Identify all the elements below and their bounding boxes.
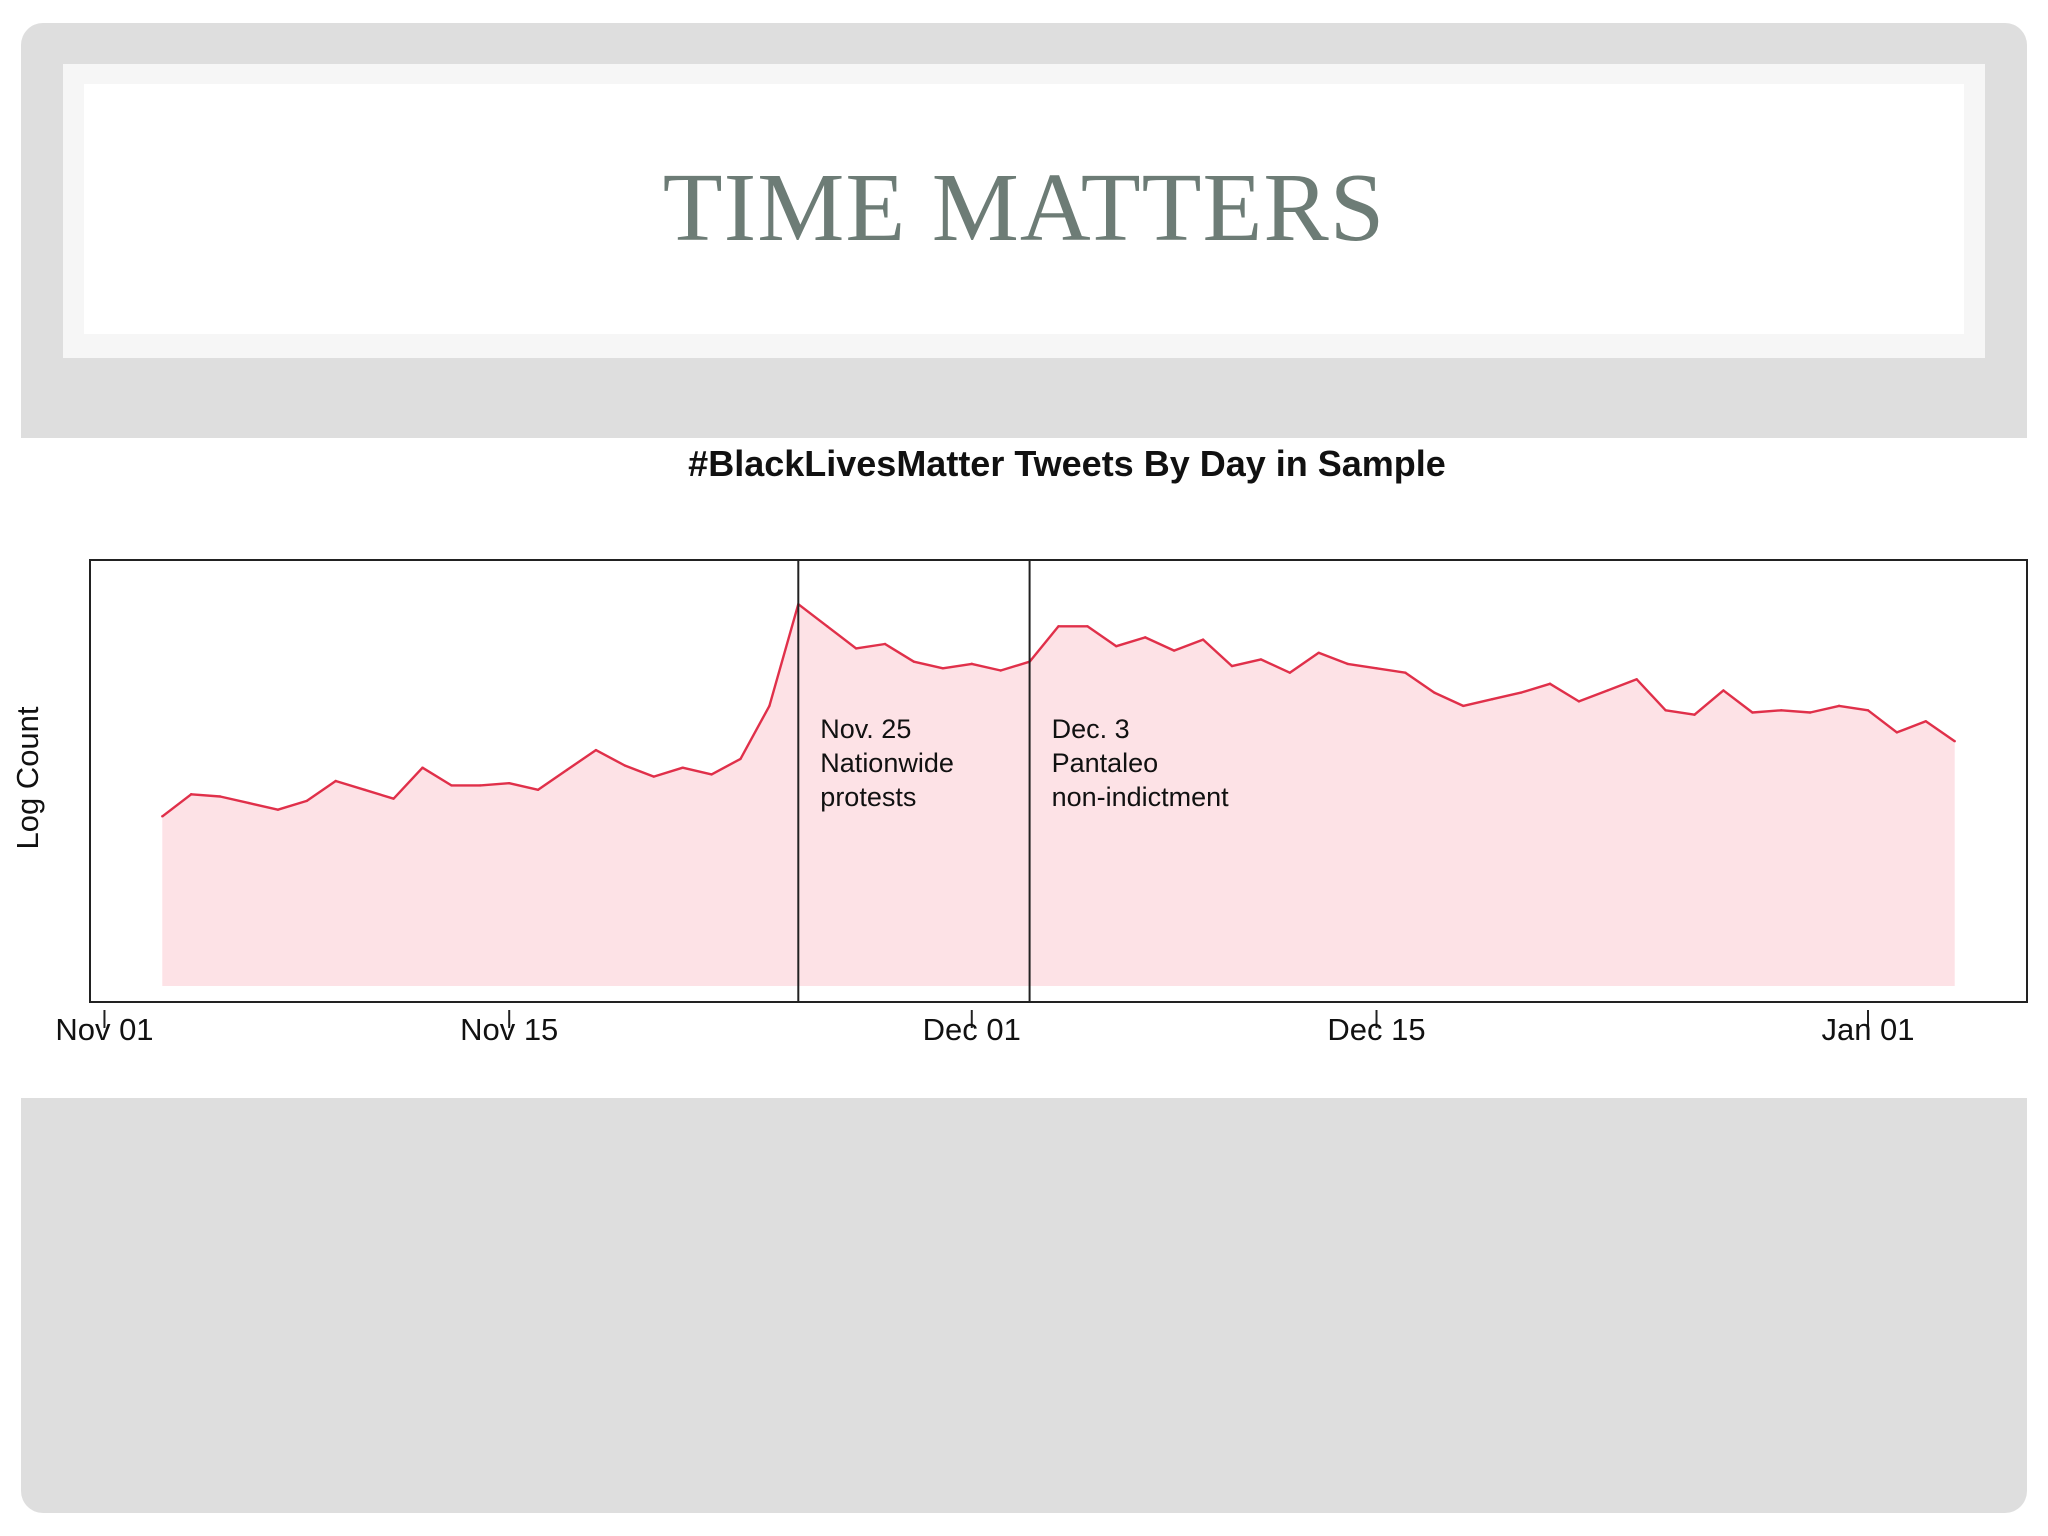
data-point xyxy=(739,757,742,761)
data-point xyxy=(710,773,713,776)
data-point xyxy=(1086,625,1089,628)
data-point xyxy=(1172,649,1176,652)
data-point xyxy=(594,748,598,752)
data-point xyxy=(681,766,684,769)
data-point xyxy=(1317,651,1320,655)
data-point xyxy=(999,669,1002,672)
data-point xyxy=(1895,731,1899,734)
annotation-label: Nov. 25 xyxy=(820,714,911,744)
data-point xyxy=(1115,644,1118,648)
data-point xyxy=(1259,658,1263,661)
data-point xyxy=(1808,711,1812,714)
data-point xyxy=(1837,704,1841,708)
data-point xyxy=(1375,667,1378,670)
data-point xyxy=(1519,691,1523,694)
data-point xyxy=(450,784,453,787)
data-point xyxy=(189,793,193,796)
data-point xyxy=(276,808,280,811)
chart-area: #BlackLivesMatter Tweets By Day in Sampl… xyxy=(0,438,2048,1098)
data-point xyxy=(1230,664,1234,668)
y-axis-label: Log Count xyxy=(10,706,45,849)
data-point xyxy=(363,788,366,792)
chart-title: #BlackLivesMatter Tweets By Day in Sampl… xyxy=(688,443,1446,484)
data-point xyxy=(1404,671,1407,674)
data-point xyxy=(623,764,627,767)
x-tick-label: Dec 15 xyxy=(1327,1012,1425,1047)
data-point xyxy=(1201,638,1205,641)
data-point xyxy=(1722,689,1725,692)
data-point xyxy=(1288,671,1291,674)
data-point xyxy=(1924,720,1928,723)
data-point xyxy=(334,779,337,783)
data-point xyxy=(1866,709,1870,712)
data-point xyxy=(1953,740,1956,743)
x-tick-label: Nov 01 xyxy=(55,1012,153,1047)
slide-title: TIME MATTERS xyxy=(662,154,1386,262)
data-point xyxy=(161,815,164,818)
data-point xyxy=(536,788,540,792)
data-point xyxy=(218,795,222,798)
data-point xyxy=(941,667,945,670)
data-point xyxy=(1057,625,1060,628)
annotation-label: Pantaleo xyxy=(1052,748,1159,778)
tweets-by-day-chart: #BlackLivesMatter Tweets By Day in Sampl… xyxy=(10,443,2028,1047)
data-point xyxy=(652,775,655,778)
data-point xyxy=(768,704,771,708)
data-point xyxy=(1346,662,1349,666)
data-point xyxy=(1606,689,1609,692)
data-point xyxy=(1548,682,1552,685)
data-point xyxy=(1577,700,1581,703)
data-point xyxy=(1144,636,1147,639)
title-box: TIME MATTERS xyxy=(84,84,1964,334)
data-point xyxy=(565,768,569,772)
data-point xyxy=(1751,711,1754,714)
data-point xyxy=(247,801,251,805)
data-point xyxy=(1664,709,1667,712)
annotation-label: non-indictment xyxy=(1052,782,1230,812)
data-point xyxy=(912,660,916,663)
data-point xyxy=(421,766,424,769)
plot-frame xyxy=(89,559,2028,1003)
x-tick-label: Jan 01 xyxy=(1821,1012,1914,1047)
data-point xyxy=(826,625,829,628)
x-tick-label: Dec 01 xyxy=(923,1012,1021,1047)
data-point xyxy=(1780,709,1783,712)
data-point xyxy=(1635,678,1638,681)
annotation-label: Nationwide xyxy=(820,748,954,778)
data-point xyxy=(970,662,973,666)
data-point xyxy=(479,784,482,787)
annotation-label: Dec. 3 xyxy=(1052,714,1130,744)
data-point xyxy=(1490,698,1494,701)
data-point xyxy=(392,797,395,800)
data-point xyxy=(1433,691,1436,694)
data-point xyxy=(508,782,511,785)
data-point xyxy=(1462,704,1465,708)
data-point xyxy=(1693,713,1696,716)
data-point xyxy=(305,799,309,803)
series-area-fill xyxy=(162,604,1955,986)
data-point xyxy=(854,647,858,650)
data-point xyxy=(883,642,887,646)
annotation-label: protests xyxy=(820,782,916,812)
x-tick-label: Nov 15 xyxy=(460,1012,558,1047)
